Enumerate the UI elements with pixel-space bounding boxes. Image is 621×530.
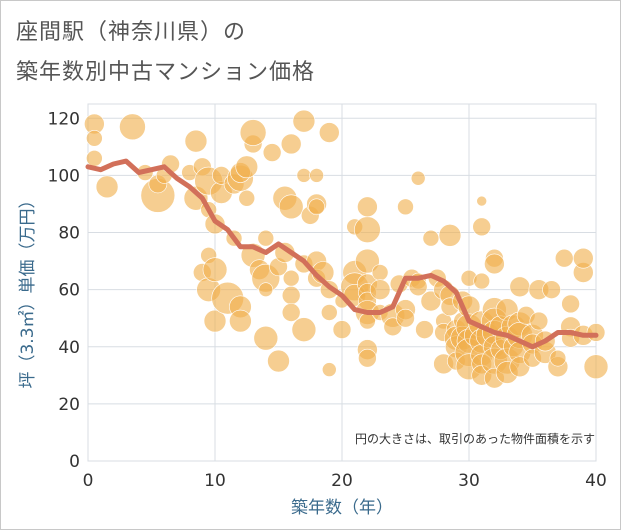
y-tick-label: 20 [58,395,80,415]
x-tick-label: 20 [331,471,353,491]
x-tick-label: 30 [458,471,480,491]
y-tick-label: 120 [48,109,80,129]
bubble-point [253,325,279,351]
y-tick-label: 0 [69,452,80,472]
bubble-point [296,168,312,183]
bubble-point [184,129,208,153]
bubble-point [332,320,352,339]
bubble-point [355,248,380,274]
x-axis-title: 築年数（年） [291,498,393,518]
bubble-point [86,149,103,167]
bubble-point [229,309,252,333]
bubble-point [438,224,462,247]
bubble-point [396,308,415,328]
bubble-point [318,122,340,143]
bubble-point [281,303,301,322]
bubble-point [473,272,491,290]
bubble-point [583,354,609,380]
bubble-point [561,294,580,314]
x-tick-label: 10 [204,471,226,491]
bubble-point [308,198,325,216]
bubble-point [397,198,414,216]
bubble-point [542,280,561,299]
bubble-point [358,348,377,368]
bubble-point [586,323,606,342]
y-axis-title: 坪（3.3㎡）単価（万円） [18,191,38,388]
line-layer [85,158,599,350]
bubble-point [119,113,146,141]
y-tick-label: 100 [48,166,80,186]
bubble-point [267,349,290,373]
bubble-point [203,309,227,333]
bubble-point [235,155,259,179]
bubble-point [320,304,338,321]
bubble-point [95,175,119,199]
y-tick-label: 60 [58,281,80,301]
bubble-point [369,279,391,300]
bubble-point [549,349,567,367]
bubble-point [415,320,434,339]
average-price-line [85,158,599,350]
bubble-point [357,196,378,218]
bubble-point [509,276,531,298]
bubble-point [292,109,316,133]
bubble-point [554,248,574,268]
axis-layer: 0 20 40 60 80 100 120 0 10 20 30 40 [48,109,607,491]
chart-title-line1: 座間駅（神奈川県）の [16,20,247,45]
size-annotation: 円の大きさは、取引のあった物件面積を示す [355,431,595,446]
bubble-point [280,133,302,155]
bubble-point [257,229,275,247]
bubble-point [472,217,492,237]
x-tick-label: 0 [83,471,94,491]
bubble-point [262,143,282,162]
bubble-point [572,247,594,269]
y-tick-label: 40 [58,338,80,358]
bubble-point [422,229,440,247]
bubble-point [484,253,505,275]
bubble-point [281,286,301,305]
bubble-point [529,311,549,331]
bubble-point [202,257,228,282]
bubble-layer [84,109,609,389]
bubble-point [282,269,300,287]
bubble-point [410,170,426,186]
bubble-point [291,317,317,342]
x-tick-label: 40 [585,471,607,491]
bubble-point [321,362,337,377]
chart-title-line2: 築年数別中古マンション価格 [16,60,316,85]
bubble-point [86,129,103,147]
bubble-point [371,264,389,281]
y-tick-label: 80 [58,224,80,244]
bubble-point [309,168,324,183]
bubble-point [258,282,274,297]
bubble-point [278,194,304,220]
bubble-point [238,189,256,207]
bubble-point [354,216,381,243]
bubble-point [476,195,488,207]
bubble-point [239,119,267,146]
